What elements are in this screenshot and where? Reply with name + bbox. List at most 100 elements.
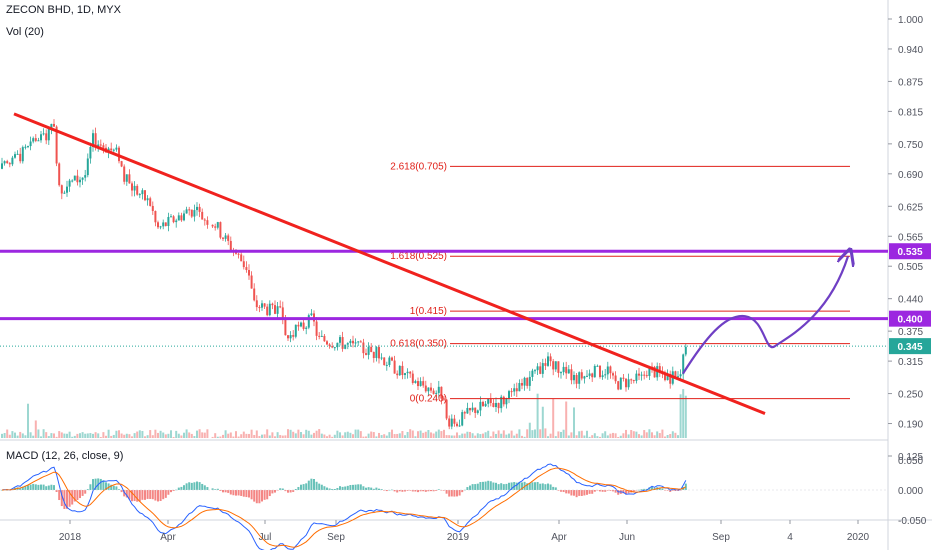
macd-histogram-bar: [567, 490, 570, 494]
volume-bar: [203, 432, 206, 438]
macd-histogram-bar: [102, 480, 105, 490]
candle-body: [437, 386, 440, 393]
volume-bar: [86, 433, 89, 438]
volume-bar: [372, 432, 375, 438]
macd-histogram-bar: [58, 490, 61, 501]
macd-histogram-bar: [417, 490, 419, 493]
candle-body: [99, 144, 102, 146]
macd-histogram-bar: [393, 490, 396, 492]
macd-histogram-bar: [336, 487, 339, 490]
macd-histogram-bar: [411, 490, 414, 492]
macd-histogram-bar: [458, 490, 461, 496]
volume-bar: [271, 432, 274, 438]
candle-body: [370, 346, 373, 352]
volume-bar: [518, 429, 521, 438]
volume-bar: [68, 431, 71, 438]
macd-histogram-bar: [583, 490, 586, 496]
price-tag: [889, 338, 931, 355]
volume-bar: [508, 433, 510, 438]
volume-bar: [596, 436, 599, 438]
volume-bar: [396, 433, 399, 438]
macd-histogram-bar: [110, 484, 113, 490]
volume-bar: [674, 432, 677, 438]
candle-body: [271, 303, 274, 306]
macd-histogram-bar: [479, 482, 482, 490]
volume-bar: [302, 434, 305, 438]
candle-body: [557, 361, 560, 373]
macd-histogram-bar: [120, 490, 123, 493]
volume-bar: [552, 398, 555, 438]
candle-body: [474, 407, 477, 413]
candle-body: [502, 396, 505, 405]
volume-bar: [94, 432, 97, 438]
volume-bar: [185, 429, 188, 438]
volume-bar: [206, 429, 209, 438]
macd-histogram-bar: [643, 488, 646, 490]
macd-y-tick-label: 0.000: [898, 486, 923, 497]
volume-bar: [287, 429, 289, 438]
candle-body: [198, 206, 201, 212]
candle-body: [55, 126, 58, 164]
macd-histogram-bar: [378, 488, 380, 490]
volume-bar: [664, 436, 666, 438]
candle-body: [84, 175, 87, 178]
volume-bar: [81, 432, 84, 438]
volume-bar: [648, 429, 651, 438]
macd-histogram-bar: [671, 490, 674, 491]
candle-body: [203, 219, 206, 221]
macd-histogram-bar: [344, 486, 347, 490]
forecast-layer: [682, 256, 848, 375]
volume-bar: [162, 432, 165, 438]
volume-bar: [170, 430, 172, 438]
volume-bar: [445, 435, 448, 438]
candle-body: [430, 387, 432, 391]
volume-bar: [575, 435, 578, 438]
volume-bar: [29, 432, 32, 438]
macd-histogram-bar: [333, 489, 336, 490]
volume-bar: [336, 430, 339, 438]
volume-bar: [240, 434, 243, 438]
volume-bar: [599, 436, 601, 438]
symbol-legend: ZECON BHD, 1D, MYX: [6, 4, 121, 16]
macd-histogram-bar: [138, 490, 141, 502]
macd-histogram-bar: [450, 490, 453, 497]
volume-bar: [450, 435, 453, 438]
candle-body: [393, 360, 396, 374]
macd-histogram-bar: [37, 484, 40, 490]
volume-bar: [263, 434, 266, 438]
macd-histogram-bar: [66, 490, 68, 509]
volume-bar: [645, 432, 648, 438]
macd-histogram-bar: [521, 482, 523, 490]
macd-histogram-bar: [177, 487, 180, 490]
candle-body: [411, 373, 414, 383]
volume-bar: [154, 429, 157, 438]
volume-bar: [541, 406, 544, 438]
macd-histogram-bar: [536, 482, 539, 490]
volume-bar: [266, 429, 269, 438]
macd-histogram-bar: [40, 484, 42, 490]
macd-histogram-bar: [287, 490, 289, 493]
volume-bar: [131, 436, 133, 438]
candle-body: [409, 371, 412, 374]
volume-bar: [388, 432, 391, 438]
macd-histogram-bar: [118, 489, 120, 490]
y-tick-label: 0.565: [898, 232, 923, 243]
candle-body: [188, 209, 191, 211]
volume-bar: [635, 431, 638, 438]
macd-histogram-bar: [357, 484, 360, 490]
candle-body: [619, 377, 622, 390]
volume-bar: [487, 430, 490, 438]
candle-body: [151, 205, 154, 212]
candle-body: [157, 222, 159, 228]
volume-bar: [136, 431, 139, 438]
macd-histogram-bar: [328, 488, 331, 490]
y-tick-label: 1.000: [898, 15, 923, 26]
volume-bar: [237, 436, 240, 438]
fibonacci-levels: 2.618(0.705) 1.618(0.525) 1(0.415) 0.618(0.…: [0, 161, 888, 405]
macd-histogram-bar: [469, 485, 471, 490]
fib-level-label: 0.618(0.350): [390, 339, 447, 350]
y-tick-label: 0.625: [898, 202, 923, 213]
candle-body: [170, 216, 172, 218]
macd-histogram-bar: [609, 490, 612, 491]
candle-body: [679, 374, 682, 377]
